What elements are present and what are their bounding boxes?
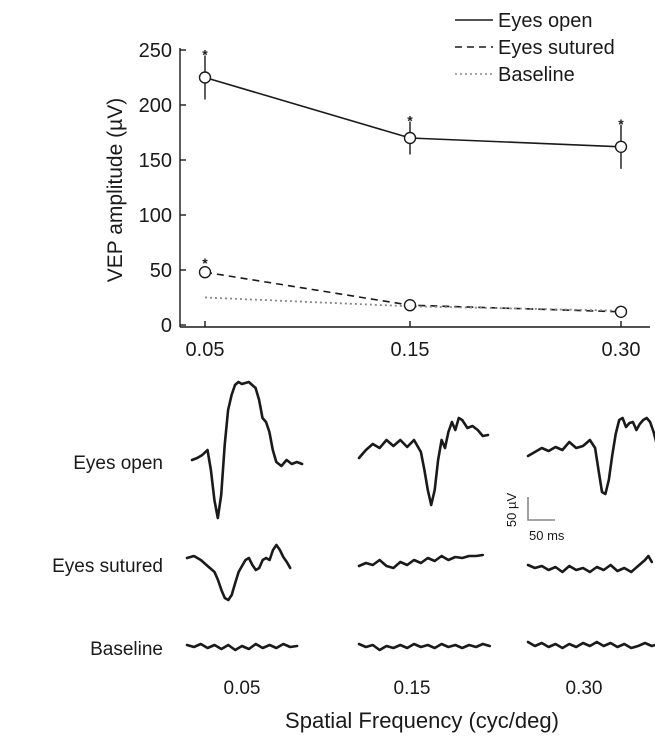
trace-row-label: Eyes open (73, 453, 163, 474)
trace-column-label: 0.30 (566, 678, 603, 699)
significance-mark: * (618, 116, 624, 132)
data-point (198, 71, 212, 84)
series-lines (204, 76, 622, 313)
trace-column-label: 0.15 (394, 678, 431, 699)
chart-axes (179, 48, 650, 328)
trace-column-label: 0.05 (224, 678, 261, 699)
y-tick-label: 200 (139, 95, 172, 117)
legend-entry: Baseline (498, 64, 575, 86)
trace-baseline-0-30 (526, 640, 655, 650)
trace-row-label: Eyes sutured (52, 556, 163, 577)
trace-eyes-sutured-0-05 (185, 543, 292, 602)
y-tick-label: 50 (150, 260, 172, 282)
data-point (614, 305, 628, 318)
scale-bar-amplitude-label: 50 µV (504, 493, 519, 528)
x-tick-label: 0.15 (391, 339, 430, 361)
significance-mark: * (202, 255, 208, 271)
scale-bar: 50 µV 50 ms (504, 493, 565, 543)
trace-baseline-0-15 (357, 642, 491, 652)
y-ticks: 0 50 100 150 200 250 (139, 40, 186, 337)
trace-eyes-open-0-30 (526, 416, 655, 496)
x-ticks: 0.05 0.15 0.30 (186, 321, 641, 361)
x-axis-label: Spatial Frequency (cyc/deg) (285, 708, 559, 733)
legend: Eyes open Eyes sutured Baseline (455, 10, 615, 86)
scale-bar-time-label: 50 ms (529, 528, 565, 543)
trace-waveforms (185, 380, 655, 652)
trace-baseline-0-05 (185, 642, 299, 652)
legend-entry: Eyes open (498, 10, 593, 32)
data-point (198, 266, 212, 279)
data-points: * * * * (198, 47, 628, 318)
significance-mark: * (202, 47, 208, 63)
significance-mark: * (407, 113, 413, 129)
trace-row-labels: Eyes open Eyes sutured Baseline (52, 453, 163, 660)
y-tick-label: 150 (139, 150, 172, 172)
trace-column-labels: 0.05 0.15 0.30 (224, 678, 603, 699)
x-tick-label: 0.05 (186, 339, 225, 361)
x-tick-label: 0.30 (602, 339, 641, 361)
data-point (614, 140, 628, 154)
scale-bar-lines (527, 497, 555, 521)
line-chart: 0 50 100 150 200 250 0.05 0.15 0.30 * * * * VEP am… (104, 40, 650, 361)
trace-eyes-sutured-0-30 (526, 554, 654, 574)
y-tick-label: 0 (161, 315, 172, 337)
legend-entry: Eyes sutured (498, 37, 615, 59)
y-axis-label: VEP amplitude (µV) (104, 98, 127, 282)
y-tick-label: 100 (139, 205, 172, 227)
data-point (403, 299, 417, 312)
trace-eyes-open-0-05 (190, 380, 304, 520)
trace-eyes-sutured-0-15 (357, 553, 485, 570)
data-point (403, 131, 417, 145)
trace-row-label: Baseline (90, 639, 163, 660)
y-tick-label: 250 (139, 40, 172, 62)
trace-eyes-open-0-15 (357, 416, 490, 507)
